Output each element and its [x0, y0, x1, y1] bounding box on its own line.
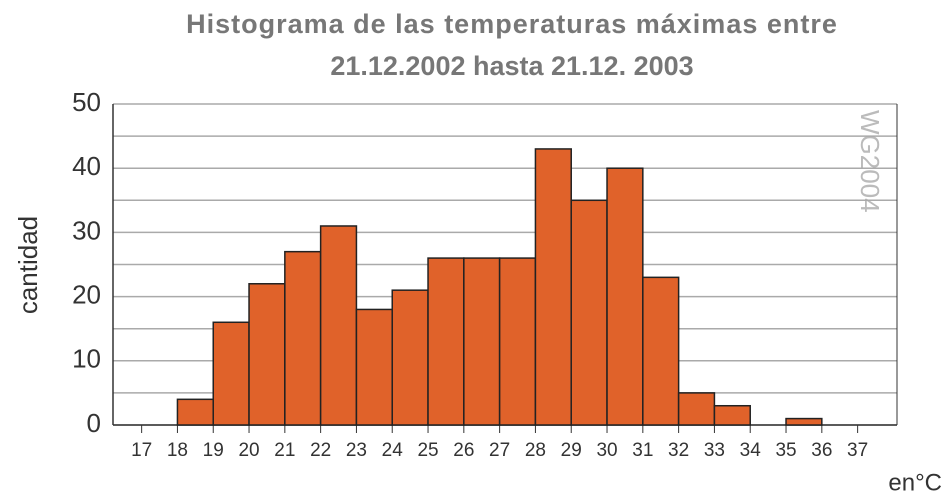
y-tick-label: 0 — [87, 408, 101, 438]
bar — [677, 392, 716, 426]
x-tick-label: 22 — [310, 440, 331, 461]
x-tick-label: 34 — [740, 440, 762, 461]
bar — [391, 289, 429, 426]
x-tick-label: 21 — [274, 440, 295, 461]
bar — [319, 225, 358, 426]
x-tick-label: 25 — [417, 440, 438, 461]
bar — [427, 257, 465, 426]
x-tick-label: 23 — [346, 440, 367, 461]
bar — [642, 276, 680, 426]
bar — [785, 417, 823, 426]
y-tick-label: 30 — [72, 215, 101, 245]
bar — [355, 308, 393, 426]
x-tick-label: 31 — [632, 440, 653, 461]
x-axis-label: en°C — [888, 469, 942, 496]
bar — [713, 404, 751, 426]
bar — [176, 398, 214, 426]
x-tick-label: 36 — [811, 440, 832, 461]
y-axis-label: cantidad — [13, 216, 43, 314]
y-tick-label: 10 — [72, 344, 101, 374]
x-tick-label: 18 — [167, 440, 188, 461]
x-tick-label: 27 — [489, 440, 510, 461]
y-tick-label: 40 — [72, 151, 101, 181]
x-tick-label: 17 — [131, 440, 152, 461]
bar — [248, 283, 286, 426]
y-tick-label: 20 — [72, 279, 101, 309]
x-tick-label: 19 — [203, 440, 224, 461]
x-tick-label: 37 — [847, 440, 868, 461]
bar — [534, 148, 572, 426]
bar — [284, 250, 322, 426]
chart-title: Histograma de las temperaturas máximas e… — [186, 9, 838, 39]
watermark: WG2004 — [855, 110, 885, 213]
chart-subtitle: 21.12.2002 hasta 21.12. 2003 — [330, 51, 693, 81]
x-tick-label: 20 — [238, 440, 259, 461]
x-tick-label: 30 — [596, 440, 617, 461]
x-tick-label: 26 — [453, 440, 474, 461]
x-tick-label: 35 — [775, 440, 796, 461]
bar — [606, 167, 644, 426]
bar — [570, 199, 608, 426]
x-tick-label: 33 — [704, 440, 725, 461]
bar — [212, 321, 250, 426]
x-tick-label: 32 — [668, 440, 689, 461]
bar — [463, 257, 501, 426]
x-tick-label: 29 — [561, 440, 582, 461]
x-tick-label: 24 — [382, 440, 404, 461]
x-tick-label: 28 — [525, 440, 546, 461]
y-tick-label: 50 — [72, 87, 101, 117]
bar — [498, 257, 537, 426]
